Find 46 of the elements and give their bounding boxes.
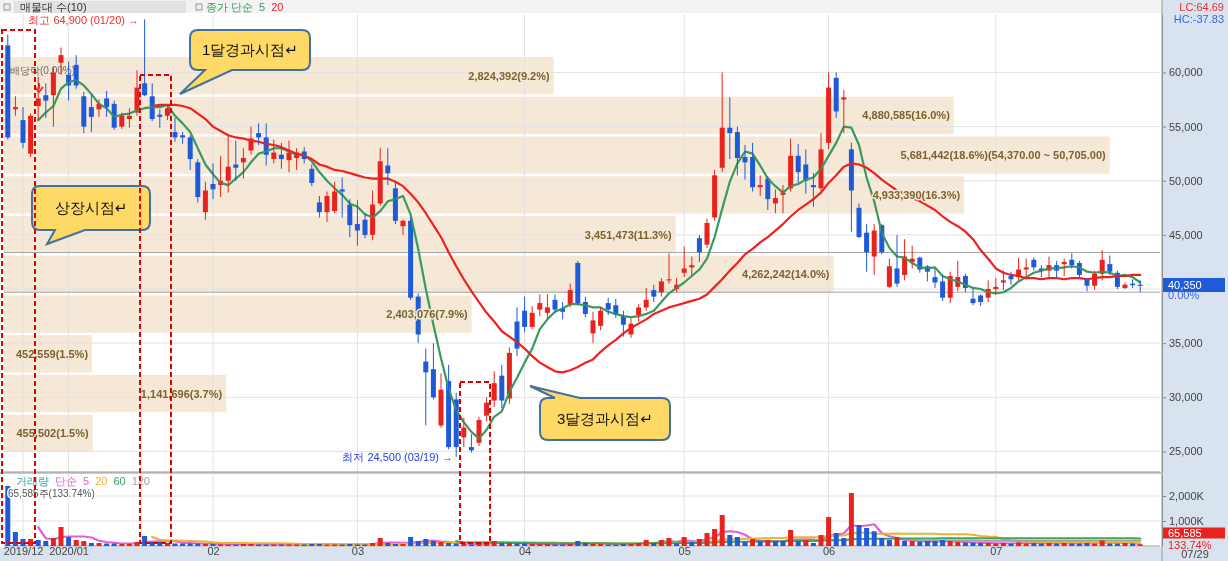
data-label: 452,559(1.5%) (15, 347, 89, 360)
data-label: 4,880,585(16.0%) (862, 109, 951, 122)
data-label: 2,824,392(9.2%) (468, 69, 550, 82)
text: 07/29 (1181, 548, 1209, 560)
chart-title: 매물대 수(10) (20, 1, 87, 13)
y-tick-label: 25,000 (1169, 445, 1203, 458)
text: LC:64.69 (1179, 1, 1224, 13)
annotation: 3달경과시점↵ (557, 410, 653, 427)
text: 40,350 (1168, 279, 1202, 291)
y-tick-label: 55,000 (1169, 120, 1203, 133)
x-tick-label: 06 (822, 545, 836, 558)
x-tick-label: 03 (351, 545, 365, 558)
text: 0.00% (1168, 289, 1200, 301)
annotation: 상장시점↵ (54, 199, 128, 216)
x-tick-label: 07 (990, 545, 1003, 558)
x-tick-label: 02 (207, 545, 220, 558)
text: 5 (259, 1, 266, 13)
text: 20 (271, 1, 284, 13)
y-tick-label: 60,000 (1169, 66, 1203, 79)
x-tick-label: 2019/12 (3, 545, 44, 558)
data-label: 4,262,242(14.0%) (742, 268, 830, 281)
y-tick-label: 35,000 (1169, 337, 1203, 350)
x-tick-label: 04 (518, 545, 532, 558)
series-label: 거래량 (16, 475, 49, 487)
data-label: 455,502(1.5%) (16, 427, 89, 440)
y-tick-label: 50,000 (1169, 174, 1203, 187)
data-label: 5,681,442(18.6%)(54,370.00 ~ 50,705.00) (900, 149, 1107, 162)
x-tick-label: 2020/01 (49, 545, 89, 558)
text: 20 (95, 475, 108, 487)
y-tick-label: 1,000K (1169, 515, 1205, 528)
text: 5 (83, 475, 90, 487)
y-tick-label: 30,000 (1169, 391, 1203, 404)
text: 133.74% (1168, 539, 1212, 551)
legend-title: 종가 단순 (206, 1, 254, 13)
annotation: 최고 64,900 (01/20) → (28, 14, 139, 26)
y-tick-label: 2,000K (1169, 490, 1205, 503)
data-label: 3,451,473(11.3%) (584, 228, 673, 241)
annotation: 1달경과시점↵ (202, 41, 298, 58)
legend-title: 단순 (55, 475, 77, 487)
x-tick-label: 05 (678, 545, 691, 558)
data-label: 1,141,696(3.7%) (140, 387, 223, 400)
text: 60 (113, 475, 126, 487)
annotation: 최저 24,500 (03/19) → (342, 451, 453, 463)
text: 65,585 (1168, 527, 1202, 539)
text: HC:-37.83 (1173, 13, 1224, 25)
y-tick-label: 45,000 (1169, 228, 1203, 241)
